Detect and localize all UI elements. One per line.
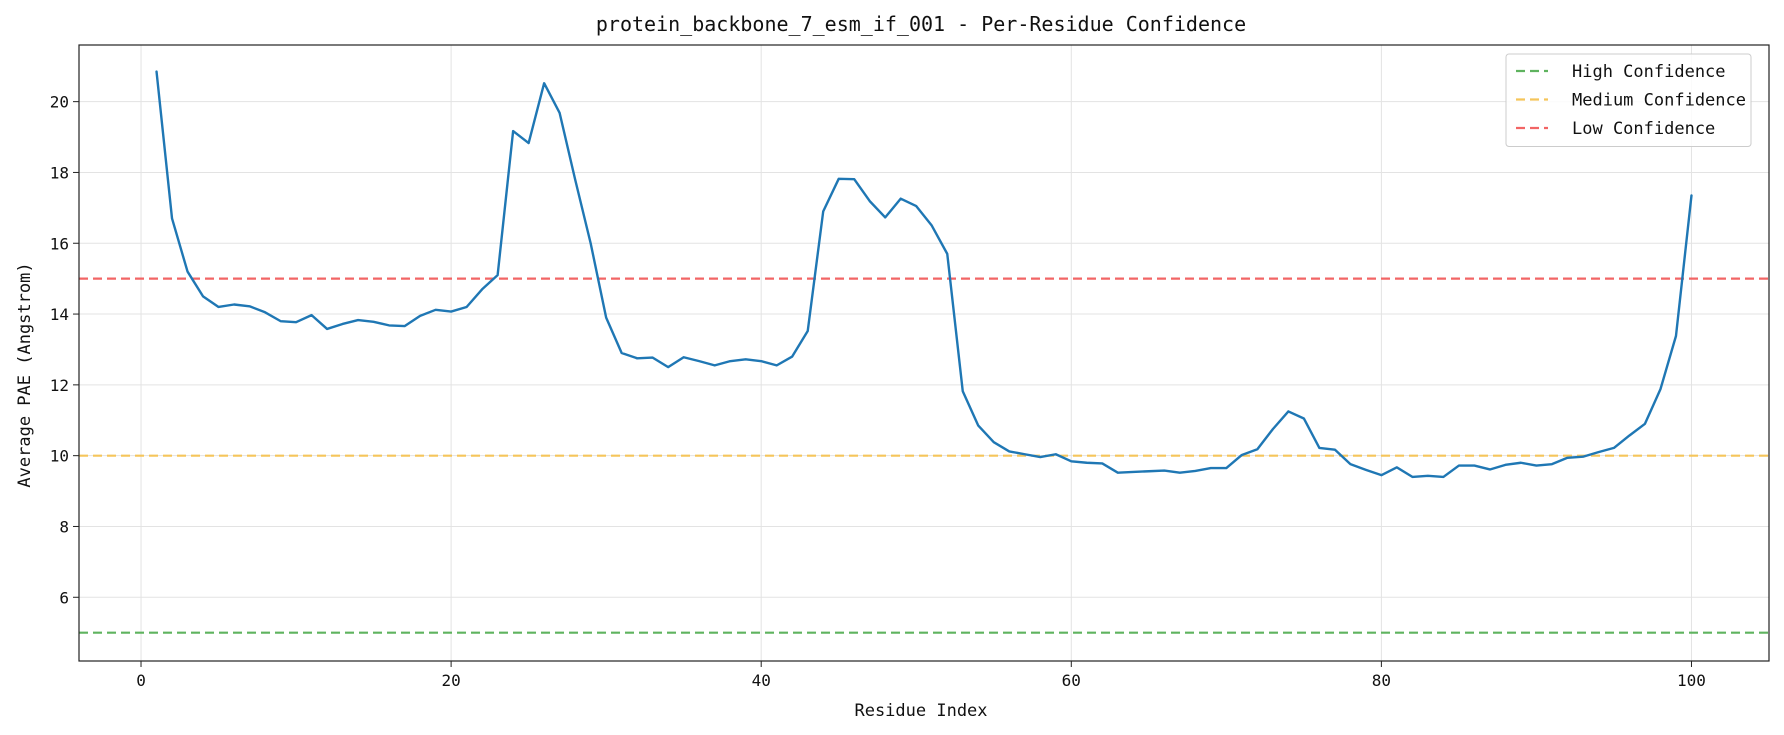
- legend-box: [1505, 53, 1752, 147]
- x-tick-label: 20: [441, 671, 460, 690]
- x-tick-label: 40: [752, 671, 771, 690]
- x-tick-label: 0: [136, 671, 146, 690]
- legend-label-low-confidence: Low Confidence: [1572, 119, 1715, 139]
- x-axis-label: Residue Index: [854, 701, 987, 721]
- x-tick-label: 80: [1372, 671, 1391, 690]
- x-tick-label: 100: [1677, 671, 1706, 690]
- chart-title: protein_backbone_7_esm_if_001 - Per-Resi…: [596, 12, 1246, 36]
- series-line-0: [155, 70, 1693, 479]
- y-tick-label: 18: [50, 163, 69, 182]
- legend: High Confidence Medium Confidence Low Conf…: [1505, 53, 1752, 147]
- legend-label-high-confidence: High Confidence: [1572, 62, 1726, 82]
- y-tick-label: 14: [50, 305, 69, 324]
- y-tick-label: 16: [50, 234, 69, 253]
- series-layer: [155, 70, 1693, 479]
- y-tick-label: 8: [59, 517, 69, 536]
- axis-ticks: 0 20 40 60 80 100 6 8 10 12 14 16 18 20: [50, 93, 1706, 690]
- legend-label-medium-confidence: Medium Confidence: [1572, 91, 1746, 111]
- plot-frame: [78, 44, 1770, 662]
- threshold-lines: [79, 277, 1769, 634]
- y-tick-label: 10: [50, 447, 69, 466]
- y-tick-label: 6: [59, 588, 69, 607]
- y-tick-label: 12: [50, 376, 69, 395]
- y-axis-label: Average PAE (Angstrom): [15, 262, 35, 487]
- y-tick-label: 20: [50, 93, 69, 112]
- x-tick-label: 60: [1062, 671, 1081, 690]
